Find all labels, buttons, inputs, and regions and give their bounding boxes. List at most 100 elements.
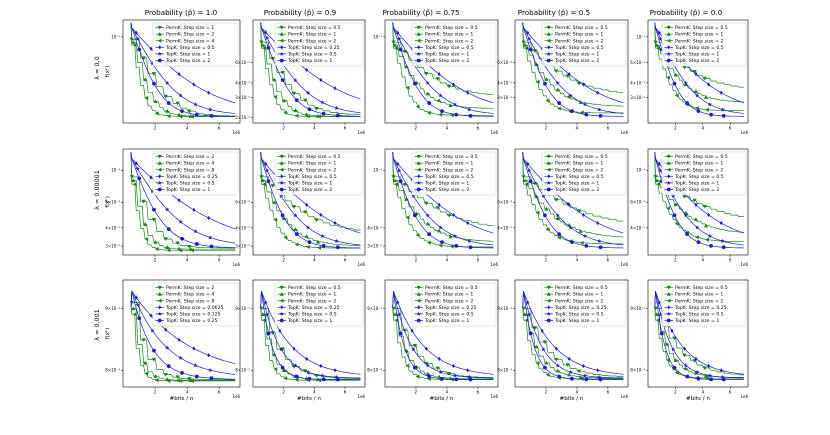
series-marker-4 xyxy=(466,374,472,379)
series-line-4 xyxy=(654,291,744,379)
series-marker-4 xyxy=(305,90,311,95)
y-tick-label: 10⁻¹ xyxy=(373,168,382,173)
series-marker-1 xyxy=(578,374,583,379)
series-marker-4 xyxy=(193,363,198,368)
legend-marker xyxy=(546,298,551,303)
legend-label: TopK: Step size = 2 xyxy=(554,58,599,64)
series-marker-5 xyxy=(709,112,713,117)
legend-label: PermK: Step size = 4 xyxy=(166,161,214,167)
series-5 xyxy=(130,291,236,381)
legend-entry: TopK: Step size = 0.5 xyxy=(277,174,337,180)
legend-marker xyxy=(416,180,421,185)
series-marker-0 xyxy=(692,198,697,203)
legend-entry: PermK: Step size = 4 xyxy=(155,292,214,298)
series-line-3 xyxy=(130,22,236,104)
series-marker-5 xyxy=(696,109,701,113)
series-marker-5 xyxy=(543,365,547,370)
legend-entry: TopK: Step size = 1 xyxy=(414,52,469,58)
series-line-0 xyxy=(392,152,494,226)
series-marker-1 xyxy=(703,223,709,228)
legend-label: PermK: Step size = 1 xyxy=(555,292,603,298)
legend-label: TopK: Step size = 2 xyxy=(287,187,332,193)
series-1 xyxy=(522,152,624,238)
legend-entry: PermK: Step size = 2 xyxy=(155,285,214,291)
x-exponent: 1e6 xyxy=(740,130,748,135)
series-marker-0 xyxy=(682,65,687,70)
series-line-3 xyxy=(130,152,236,230)
x-tick-label: 4 xyxy=(186,258,189,263)
legend-marker xyxy=(667,45,671,50)
legend-marker xyxy=(157,161,162,165)
series-marker-3 xyxy=(278,328,282,333)
legend-label: TopK: Step size = 1 xyxy=(424,181,469,187)
legend-marker xyxy=(157,187,162,192)
series-marker-3 xyxy=(305,356,309,361)
legend-box xyxy=(541,282,627,327)
series-marker-4 xyxy=(438,369,443,375)
series-4 xyxy=(522,291,624,379)
legend-marker xyxy=(157,51,162,56)
x-axis-label: #bits / n xyxy=(686,396,710,402)
x-tick-label: 6 xyxy=(729,390,732,395)
series-marker-2 xyxy=(405,363,410,368)
x-tick-label: 2 xyxy=(545,258,548,263)
series-marker-4 xyxy=(658,36,663,41)
y-tick-label: 4×10⁻² xyxy=(235,225,250,230)
x-tick-label: 4 xyxy=(313,390,316,395)
x-tick-label: 4 xyxy=(702,258,705,263)
series-marker-0 xyxy=(682,353,687,358)
legend-label: TopK: Step size = 2 xyxy=(424,187,469,193)
legend-entry: PermK: Step size = 2 xyxy=(664,298,723,304)
legend-entry: TopK: Step size = 0.25 xyxy=(155,318,218,324)
series-marker-5 xyxy=(672,81,677,86)
series-marker-3 xyxy=(719,220,723,226)
legend-marker xyxy=(547,305,551,310)
series-5 xyxy=(654,22,744,118)
legend-box xyxy=(152,282,239,327)
x-tick-label: 2 xyxy=(545,126,548,131)
series-marker-3 xyxy=(707,212,711,218)
series-marker-2 xyxy=(132,312,137,317)
series-marker-3 xyxy=(264,161,268,166)
series-marker-2 xyxy=(666,75,670,80)
x-tick-label: 4 xyxy=(702,126,705,131)
x-tick-label: 6 xyxy=(344,390,347,395)
series-marker-0 xyxy=(314,218,319,223)
legend-label: PermK: Step size = 2 xyxy=(288,298,336,304)
series-marker-4 xyxy=(150,328,155,333)
x-tick-label: 4 xyxy=(313,258,316,263)
series-marker-3 xyxy=(567,202,571,207)
series-line-1 xyxy=(392,22,494,109)
legend-entry: TopK: Step size = 0.25 xyxy=(155,174,218,180)
series-marker-3 xyxy=(437,72,441,77)
series-marker-2 xyxy=(154,111,159,116)
series-line-2 xyxy=(130,306,236,382)
legend-marker xyxy=(157,298,162,303)
legend-label: PermK: Step size = 1 xyxy=(288,32,336,38)
series-marker-1 xyxy=(555,87,560,92)
legend-marker xyxy=(666,292,671,296)
series-marker-4 xyxy=(720,374,725,379)
series-line-0 xyxy=(392,22,494,96)
series-marker-1 xyxy=(578,229,583,233)
series-marker-5 xyxy=(721,113,726,118)
series-marker-4 xyxy=(694,225,700,230)
series-marker-4 xyxy=(279,347,284,352)
series-marker-5 xyxy=(209,244,214,249)
legend-entry: TopK: Step size = 0.5 xyxy=(155,181,215,187)
series-marker-3 xyxy=(292,346,296,351)
legend-box xyxy=(274,282,364,327)
series-marker-2 xyxy=(178,114,183,119)
legend-marker xyxy=(666,32,671,36)
legend-entry: PermK: Step size = 1 xyxy=(544,32,603,38)
legend-label: PermK: Step size = 4 xyxy=(166,38,214,44)
series-marker-3 xyxy=(540,328,544,333)
x-exponent: 1e6 xyxy=(740,394,748,399)
series-marker-1 xyxy=(693,89,699,93)
legend-marker xyxy=(546,32,551,36)
legend-marker xyxy=(666,25,671,30)
series-marker-0 xyxy=(141,338,146,343)
